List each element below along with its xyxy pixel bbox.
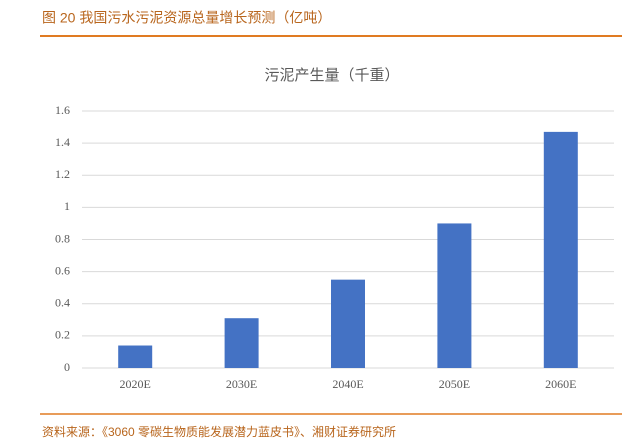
y-tick-label: 0.8 <box>55 231 70 245</box>
x-tick-label: 2060E <box>545 377 576 391</box>
y-tick-label: 0.4 <box>55 296 70 310</box>
y-tick-label: 0 <box>64 360 70 374</box>
x-tick-label: 2030E <box>226 377 257 391</box>
x-tick-label: 2020E <box>120 377 151 391</box>
y-tick-label: 1.2 <box>55 167 70 181</box>
chart-title: 污泥产生量（千重） <box>264 67 399 84</box>
bar <box>543 131 578 368</box>
y-tick-label: 1.6 <box>55 103 70 117</box>
bar <box>437 223 472 368</box>
y-tick-label: 0.2 <box>55 328 70 342</box>
figure-title: 图 20 我国污水污泥资源总量增长预测（亿吨） <box>42 10 331 26</box>
x-tick-label: 2050E <box>439 377 470 391</box>
bar <box>118 345 153 368</box>
source-note: 资料来源：《3060 零碳生物质能发展潜力蓝皮书》、湘财证券研究所 <box>42 424 396 439</box>
bar <box>331 279 365 368</box>
y-tick-label: 1.4 <box>55 135 70 149</box>
y-tick-label: 0.6 <box>55 263 70 277</box>
bar <box>224 318 259 368</box>
x-tick-label: 2040E <box>332 377 363 391</box>
y-tick-label: 1 <box>64 199 70 213</box>
